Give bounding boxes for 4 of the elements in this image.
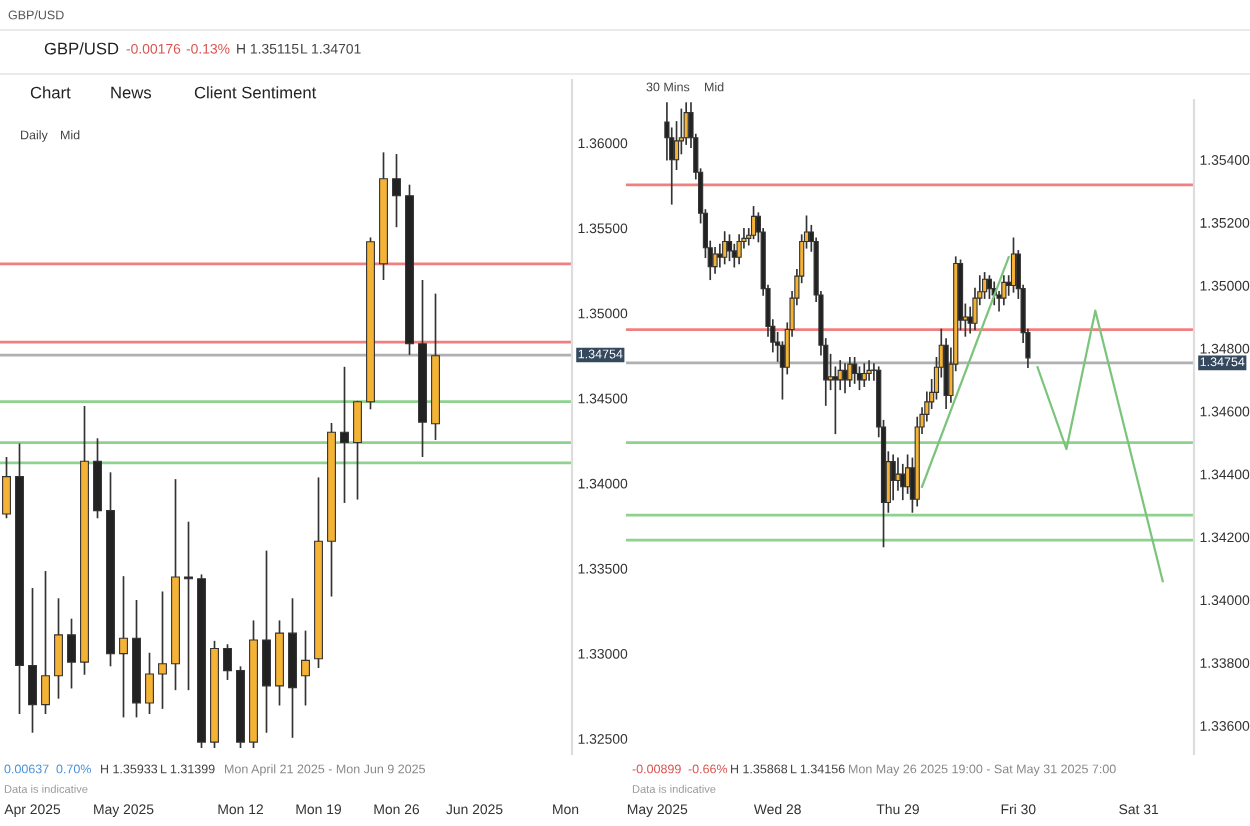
text: GBP/USD — [44, 42, 119, 55]
annotation: Chart — [30, 86, 71, 99]
annotation: News — [111, 86, 152, 99]
annotation: Client Sentiment — [194, 86, 317, 99]
